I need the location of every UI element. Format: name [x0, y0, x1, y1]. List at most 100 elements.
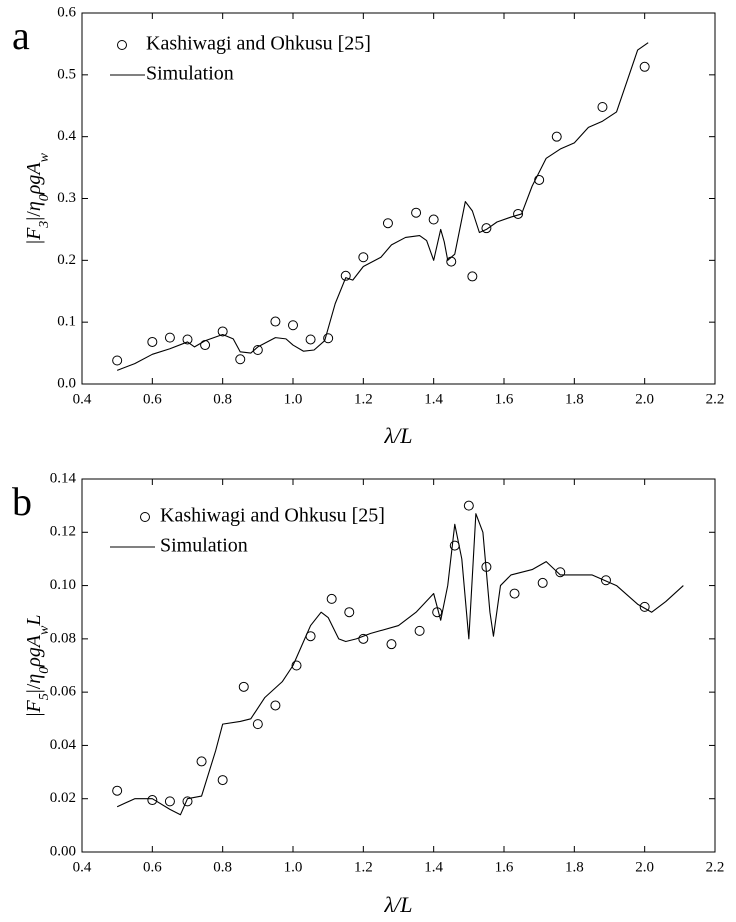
x-tick-label: 2.0 — [635, 859, 654, 875]
data-line — [116, 42, 649, 371]
data-point — [534, 174, 545, 185]
x-tick-label: 0.6 — [143, 859, 162, 875]
y-axis-label-part: 0 — [37, 667, 52, 674]
y-tick-label: 0.04 — [50, 737, 77, 753]
y-tick-label: 0.02 — [50, 790, 76, 806]
y-axis-label-part: F — [23, 699, 45, 713]
data-point — [270, 700, 281, 711]
y-axis-label-part: 3 — [37, 221, 52, 229]
data-line — [116, 513, 684, 816]
x-axis-label-part: λ/L — [384, 423, 413, 448]
y-tick-label: 0.12 — [50, 524, 76, 540]
data-point — [481, 223, 492, 234]
y-tick-label: 0.10 — [50, 577, 76, 593]
y-axis-label-part: ρg — [23, 175, 45, 196]
y-tick-label: 0.0 — [57, 375, 76, 391]
data-point — [147, 795, 158, 806]
x-tick-label: 1.8 — [565, 859, 584, 875]
x-tick-label: 1.2 — [354, 391, 373, 407]
x-tick-label: 1.2 — [354, 859, 373, 875]
data-point — [446, 256, 457, 267]
y-tick-label: 0.08 — [50, 630, 76, 646]
x-tick-label: 1.8 — [565, 391, 584, 407]
data-point — [382, 218, 393, 229]
y-tick-label: 0.4 — [57, 128, 76, 144]
legend-label: Simulation — [146, 63, 234, 85]
legend-marker — [117, 40, 127, 50]
data-point — [182, 796, 193, 807]
data-point — [555, 567, 566, 578]
y-axis-label-part: L — [23, 614, 45, 626]
x-tick-label: 1.0 — [284, 859, 303, 875]
data-point — [463, 500, 474, 511]
data-point — [164, 796, 175, 807]
x-tick-label: 0.6 — [143, 391, 162, 407]
y-tick-label: 0.3 — [57, 190, 76, 206]
data-point — [326, 593, 337, 604]
data-point — [414, 625, 425, 636]
data-point — [305, 334, 316, 345]
data-point — [291, 660, 302, 671]
y-axis-label-part: w — [37, 152, 52, 162]
x-tick-label: 1.0 — [284, 391, 303, 407]
y-axis-label-part: | — [23, 240, 45, 244]
y-axis-label-part: A — [23, 634, 45, 649]
data-point — [147, 336, 158, 347]
y-axis-label-part: η — [23, 201, 45, 211]
data-point — [597, 101, 608, 112]
data-point — [112, 785, 123, 796]
data-point — [270, 316, 281, 327]
data-point — [551, 131, 562, 142]
y-axis-label: |F5|/η0ρgAwL — [23, 614, 52, 716]
y-axis-label-part: | — [23, 712, 45, 716]
data-point — [238, 681, 249, 692]
y-axis-label-part: w — [37, 625, 52, 635]
panel-label: a — [12, 13, 30, 58]
y-tick-label: 0.2 — [57, 252, 76, 268]
data-point — [252, 344, 263, 355]
x-tick-label: 0.4 — [73, 859, 92, 875]
y-tick-label: 0.00 — [50, 843, 76, 859]
data-point — [600, 575, 611, 586]
data-point — [217, 775, 228, 786]
data-point — [386, 639, 397, 650]
data-point — [358, 252, 369, 263]
x-tick-label: 0.4 — [73, 391, 92, 407]
y-axis-label-part: A — [23, 162, 45, 177]
x-tick-label: 0.8 — [213, 391, 232, 407]
data-point — [411, 207, 422, 218]
x-tick-label: 1.6 — [495, 391, 514, 407]
data-point — [432, 607, 443, 618]
panel: 0.4 0.6 0.8 1.0 1.2 1.4 1.6 1.8 2.0 2.2 0.0 0.1 0.2 0… — [12, 4, 724, 448]
x-tick-label: 1.4 — [424, 859, 443, 875]
data-point — [217, 326, 228, 337]
y-axis-label: |F3|/η0ρgAw — [23, 152, 52, 244]
legend-label: Kashiwagi and Ohkusu [25] — [146, 33, 371, 55]
panel-label: b — [12, 479, 32, 524]
y-axis-label-part: |/ — [23, 683, 45, 693]
data-point — [428, 214, 439, 225]
data-point — [252, 719, 263, 730]
y-tick-label: 0.06 — [50, 684, 77, 700]
data-point — [164, 332, 175, 343]
x-tick-label: 0.8 — [213, 859, 232, 875]
x-axis-label: λ/L — [384, 423, 413, 448]
y-axis-label-part: η — [23, 674, 45, 684]
legend-marker — [140, 512, 150, 522]
y-axis-label-part: ρg — [23, 647, 45, 668]
data-point — [182, 334, 193, 345]
data-point — [467, 271, 478, 282]
data-point — [288, 320, 298, 331]
data-point — [344, 607, 355, 618]
data-point — [235, 354, 246, 365]
data-point — [200, 340, 211, 351]
x-axis-label: λ/L — [384, 892, 413, 917]
y-axis-label-part: F — [23, 227, 45, 241]
y-tick-label: 0.6 — [57, 4, 76, 20]
y-tick-label: 0.5 — [57, 66, 76, 82]
data-point — [537, 577, 548, 588]
legend-label: Simulation — [160, 535, 248, 557]
x-tick-label: 2.0 — [635, 391, 654, 407]
data-point — [196, 756, 207, 767]
